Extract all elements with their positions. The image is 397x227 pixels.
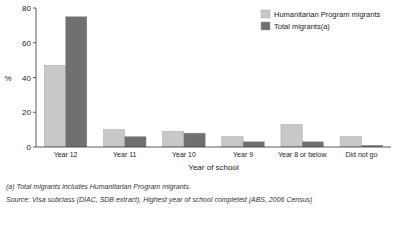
x-tick-label: Year 11 [113, 151, 136, 158]
y-tick [33, 112, 36, 113]
bar [66, 17, 87, 147]
x-axis-label: Year of school [188, 163, 239, 172]
bar [163, 131, 184, 147]
bar [125, 137, 146, 147]
bar [184, 133, 205, 147]
bar [281, 124, 302, 147]
y-axis-label: % [4, 74, 11, 83]
x-axis-line [36, 147, 391, 148]
legend: Humanitarian Program migrants Total migra… [261, 10, 381, 31]
y-tick-label: 20 [22, 108, 31, 117]
y-tick [33, 77, 36, 78]
x-tick-label: Year 10 [172, 151, 196, 158]
y-tick-label: 80 [22, 4, 31, 13]
bar [103, 130, 124, 147]
chart: 0 20 40 60 80 Year 12 Year 11 Year 10 Year 9 Year… [0, 0, 397, 227]
bar [44, 65, 65, 147]
y-tick-label: 60 [22, 39, 31, 48]
bar [222, 137, 243, 147]
y-tick [33, 147, 36, 148]
y-tick-label: 0 [27, 143, 32, 152]
y-tick-label: 40 [22, 74, 31, 83]
legend-swatch [261, 22, 270, 30]
y-tick [33, 42, 36, 43]
footnote: (a) Total migrants includes Humanitarian… [6, 183, 191, 191]
legend-swatch [261, 10, 270, 18]
legend-label: Total migrants(a) [274, 22, 330, 31]
x-tick-label: Did not go [345, 151, 377, 159]
legend-label: Humanitarian Program migrants [274, 10, 381, 19]
bar [243, 142, 264, 147]
x-tick-label: Year 12 [54, 151, 78, 158]
x-tick-label: Year 8 or below [278, 151, 327, 158]
bars [44, 17, 382, 147]
bar [340, 137, 361, 147]
x-tick-label: Year 9 [233, 151, 253, 158]
bar [302, 142, 323, 147]
y-tick [33, 8, 36, 9]
footnote: Source: Visa subclass (DIAC, SDB extract… [6, 196, 312, 204]
